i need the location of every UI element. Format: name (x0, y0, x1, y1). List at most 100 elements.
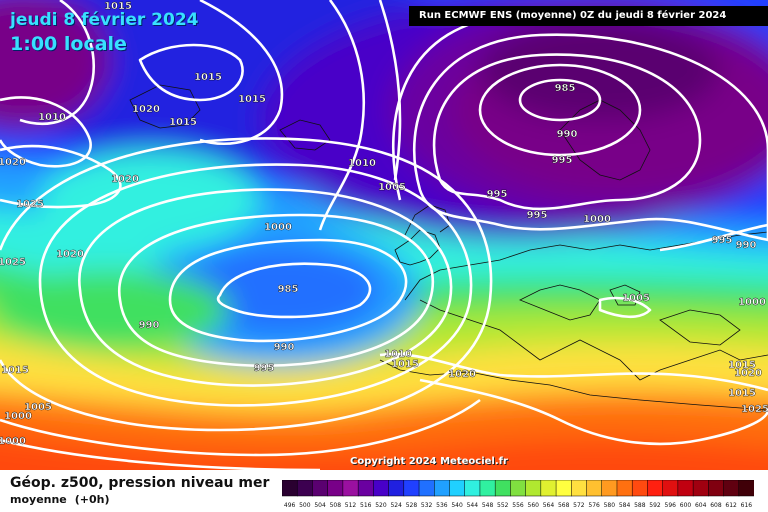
legend-swatch (418, 480, 435, 497)
pressure-label: 1015 (169, 117, 197, 128)
legend-swatch (357, 480, 374, 497)
legend-tick-label: 584 (619, 502, 631, 509)
legend-tick-label: 552 (497, 502, 509, 509)
pressure-label: 995 (712, 235, 733, 246)
pressure-label: 990 (274, 342, 295, 353)
forecast-date: jeudi 8 février 2024 (10, 10, 199, 30)
legend-swatch (403, 480, 420, 497)
pressure-label: 1015 (194, 72, 222, 83)
legend-swatch (373, 480, 390, 497)
legend-tick-label: 532 (421, 502, 433, 509)
legend-swatch (510, 480, 527, 497)
color-scale-legend: 496 500 504 508 512 516 520 524 528 532 536 540 544 5… (282, 480, 754, 509)
pressure-label: 1010 (348, 158, 376, 169)
pressure-label: 1005 (378, 182, 406, 193)
legend-tick-label: 544 (467, 502, 479, 509)
run-info-banner: Run ECMWF ENS (moyenne) 0Z du jeudi 8 fé… (409, 6, 768, 26)
parameter-subtitle: moyenne (+0h) (10, 493, 110, 506)
pressure-label: 995 (527, 210, 548, 221)
legend-tick-label: 616 (741, 502, 753, 509)
pressure-label: 1025 (16, 199, 44, 210)
legend-swatch (555, 480, 572, 497)
pressure-label: 1010 (38, 112, 66, 123)
pressure-labels: 1015 1010 1020 1015 1020 1015 1015 1020 … (0, 1, 768, 447)
pressure-label: 1015 (104, 1, 132, 12)
legend-tick-label: 564 (543, 502, 555, 509)
legend-tick-label: 588 (634, 502, 646, 509)
pressure-label: 1000 (738, 297, 766, 308)
legend-tick-label: 496 (284, 502, 296, 509)
map-footer: Géop. z500, pression niveau mer moyenne (… (0, 470, 768, 512)
legend-tick-label: 576 (588, 502, 600, 509)
legend-swatch (723, 480, 740, 497)
legend-swatch (647, 480, 664, 497)
pressure-label: 1020 (448, 369, 476, 380)
pressure-label: 1005 (24, 402, 52, 413)
pressure-label: 1015 (1, 365, 29, 376)
legend-swatch (540, 480, 557, 497)
pressure-label: 1025 (0, 257, 26, 268)
legend-tick-label: 516 (360, 502, 372, 509)
pressure-label: 985 (278, 284, 299, 295)
legend-swatch (586, 480, 603, 497)
copyright-notice: Copyright 2024 Meteociel.fr (350, 456, 508, 467)
pressure-label: 990 (139, 320, 160, 331)
legend-swatch (312, 480, 329, 497)
legend-swatch (494, 480, 511, 497)
legend-tick-label: 572 (573, 502, 585, 509)
legend-tick-label: 612 (725, 502, 737, 509)
legend-swatch (464, 480, 481, 497)
legend-tick-label: 512 (345, 502, 357, 509)
pressure-label: 1015 (728, 388, 756, 399)
legend-tick-label: 608 (710, 502, 722, 509)
legend-swatch (571, 480, 588, 497)
weather-map: 1015 1010 1020 1015 1020 1015 1015 1020 … (0, 0, 768, 470)
pressure-label: 1000 (583, 214, 611, 225)
legend-swatch (525, 480, 542, 497)
pressure-label: 1015 (728, 360, 756, 371)
forecast-time: 1:00 locale (10, 33, 127, 55)
pressure-label: 1020 (111, 174, 139, 185)
legend-tick-label: 540 (451, 502, 463, 509)
pressure-label: 995 (552, 155, 573, 166)
pressure-label: 990 (736, 240, 757, 251)
legend-swatch (601, 480, 618, 497)
pressure-label: 1005 (622, 293, 650, 304)
legend-swatch (342, 480, 359, 497)
legend-swatch (434, 480, 451, 497)
forecast-lead-time: (+0h) (74, 493, 110, 506)
legend-tick-label: 568 (558, 502, 570, 509)
pressure-label: 1025 (741, 404, 768, 415)
legend-tick-label: 528 (406, 502, 418, 509)
legend-tick-label: 596 (665, 502, 677, 509)
parameter-statistic: moyenne (10, 493, 67, 506)
pressure-label: 1000 (0, 436, 26, 447)
legend-swatch (479, 480, 496, 497)
legend-swatch (738, 480, 754, 497)
legend-tick-label: 604 (695, 502, 707, 509)
legend-tick-label: 524 (390, 502, 402, 509)
pressure-label: 1020 (0, 157, 26, 168)
legend-swatch (708, 480, 725, 497)
isobars (0, 0, 768, 470)
pressure-label: 990 (557, 129, 578, 140)
pressure-label: 1015 (391, 359, 419, 370)
legend-tick-label: 504 (314, 502, 326, 509)
legend-swatch (692, 480, 709, 497)
parameter-title: Géop. z500, pression niveau mer (10, 475, 270, 491)
geopotential-field (0, 0, 768, 470)
legend-swatch (282, 480, 298, 497)
legend-tick-label: 520 (375, 502, 387, 509)
pressure-label: 985 (555, 83, 576, 94)
legend-swatch (631, 480, 648, 497)
pressure-label: 995 (487, 189, 508, 200)
pressure-label: 1015 (238, 94, 266, 105)
pressure-label: 1020 (132, 104, 160, 115)
pressure-label: 1000 (4, 411, 32, 422)
legend-tick-label: 500 (299, 502, 311, 509)
legend-swatch (388, 480, 405, 497)
legend-swatch (449, 480, 466, 497)
legend-swatch (296, 480, 314, 497)
legend-swatch (677, 480, 694, 497)
legend-tick-label: 548 (482, 502, 494, 509)
